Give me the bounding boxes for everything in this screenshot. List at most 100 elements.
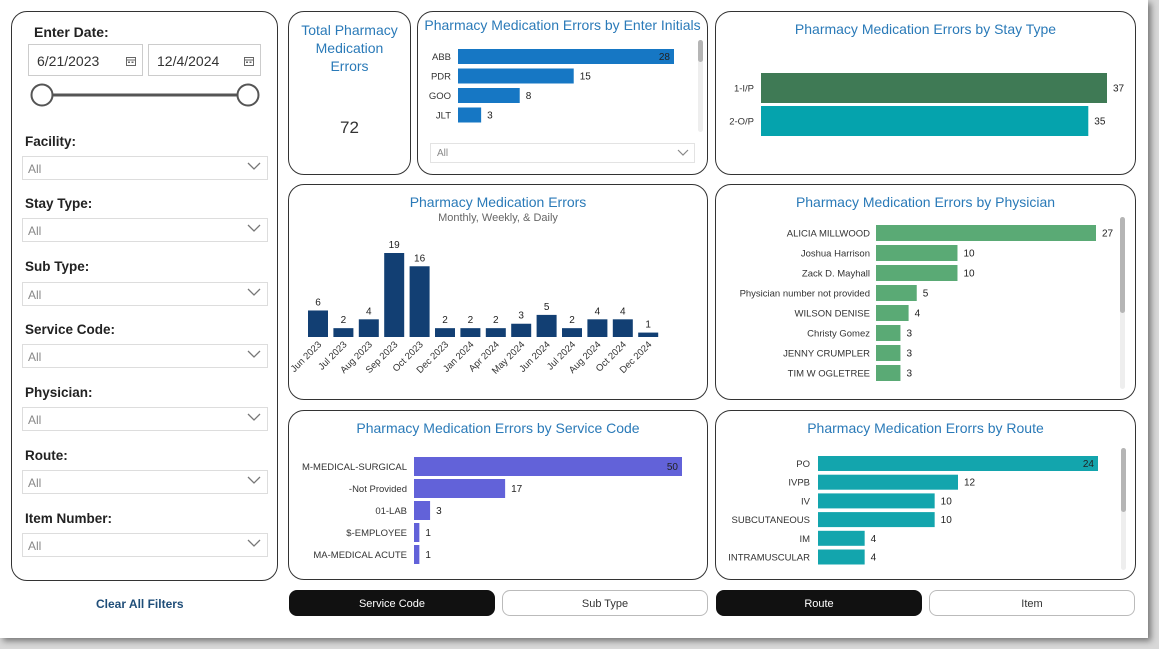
data-label: 4 <box>871 553 877 564</box>
bar[interactable] <box>485 328 506 337</box>
date-range-slider[interactable] <box>28 82 264 110</box>
physician-scroll-thumb[interactable] <box>1120 217 1125 313</box>
route-button[interactable]: Route <box>716 590 922 616</box>
physician-scrollbar[interactable] <box>1120 217 1125 389</box>
bar[interactable] <box>876 325 901 341</box>
chevron-down-icon <box>247 539 261 547</box>
filter-label-physician: Physician: <box>25 385 93 400</box>
start-date-input[interactable]: 6/21/2023 <box>28 44 143 76</box>
calendar-icon[interactable] <box>244 56 254 66</box>
monthly-chart-title: Pharmacy Medication Errors <box>409 194 587 210</box>
filter-dropdown-sub-type[interactable]: All <box>22 282 268 306</box>
initials-scroll-thumb[interactable] <box>698 40 703 62</box>
bar[interactable] <box>562 328 582 337</box>
bar[interactable] <box>876 345 901 361</box>
physician-bar-chart: ALICIA MILLWOOD 27 Joshua Harrison 10 Zack D… <box>740 225 1114 381</box>
bar[interactable] <box>333 328 354 337</box>
item-button[interactable]: Item <box>929 590 1135 616</box>
initials-chart-title: Pharmacy Medication Errors by Enter Init… <box>424 17 701 33</box>
bar-label: PDR <box>431 72 451 83</box>
bar[interactable] <box>876 265 958 281</box>
sub-type-button[interactable]: Sub Type <box>502 590 708 616</box>
bar[interactable] <box>818 512 935 528</box>
monthly-chart-card: Pharmacy Medication Errors Monthly, Week… <box>288 184 708 400</box>
clear-filters-link[interactable]: Clear All Filters <box>96 597 184 611</box>
filter-dropdown-value: All <box>28 224 42 238</box>
data-label: 3 <box>487 111 493 122</box>
service-code-button[interactable]: Service Code <box>289 590 495 616</box>
bar[interactable] <box>818 474 958 490</box>
bar-label: PO <box>796 459 810 470</box>
end-date-input[interactable]: 12/4/2024 <box>148 44 261 76</box>
bar[interactable] <box>435 328 455 337</box>
data-label: 24 <box>1083 459 1095 470</box>
bar[interactable] <box>612 319 633 337</box>
start-date-value: 6/21/2023 <box>37 53 100 69</box>
bar-label: IV <box>801 496 811 507</box>
filter-label-item-number: Item Number: <box>25 511 113 526</box>
data-label: 2 <box>569 315 575 326</box>
bar[interactable] <box>818 530 865 546</box>
bar[interactable] <box>458 107 482 123</box>
route-chart-card: Pharmacy Medication Erorrs by Route PO 24… <box>715 410 1136 580</box>
servicecode-chart-card: Pharmacy Medication Errors by Service Co… <box>288 410 708 580</box>
data-label: 4 <box>620 306 626 317</box>
filter-dropdown-facility[interactable]: All <box>22 156 268 180</box>
bar[interactable] <box>761 106 1089 136</box>
filter-dropdown-stay-type[interactable]: All <box>22 218 268 242</box>
slider-end-handle[interactable] <box>236 83 260 107</box>
bar[interactable] <box>587 319 608 337</box>
bar[interactable] <box>818 549 865 565</box>
bar[interactable] <box>414 479 506 498</box>
route-chart-title: Pharmacy Medication Erorrs by Route <box>807 420 1044 436</box>
route-scroll-thumb[interactable] <box>1121 448 1126 512</box>
bar[interactable] <box>414 457 682 476</box>
data-label: 10 <box>963 269 975 280</box>
bar[interactable] <box>384 253 405 337</box>
data-label: 1 <box>425 550 431 561</box>
bar[interactable] <box>511 323 532 337</box>
bar[interactable] <box>414 501 431 520</box>
bar-label: 1-I/P <box>734 84 754 95</box>
bar[interactable] <box>409 266 430 337</box>
bar[interactable] <box>638 332 659 337</box>
chevron-down-icon <box>247 162 261 170</box>
bar[interactable] <box>358 319 379 337</box>
bar[interactable] <box>761 73 1107 103</box>
bar[interactable] <box>876 365 901 381</box>
bar[interactable] <box>458 49 674 64</box>
bar-label: Zack D. Mayhall <box>802 269 870 280</box>
bar[interactable] <box>876 225 1096 241</box>
data-label: 10 <box>941 496 953 507</box>
filter-dropdown-physician[interactable]: All <box>22 407 268 431</box>
bar[interactable] <box>458 88 520 103</box>
initials-dropdown[interactable]: All <box>430 143 695 163</box>
bar[interactable] <box>876 305 909 321</box>
calendar-icon[interactable] <box>126 56 136 66</box>
servicecode-chart-title: Pharmacy Medication Errors by Service Co… <box>356 420 640 436</box>
bar-label: Physician number not provided <box>740 289 870 300</box>
bar[interactable] <box>414 523 420 542</box>
bar-label: 2-O/P <box>729 117 754 128</box>
route-bar-chart: PO 24 IVPB 12 IV 10 SUBCUTANEOUS 10 IM 4 INTRAMUSC… <box>728 456 1098 565</box>
bar[interactable] <box>308 310 328 337</box>
slider-start-handle[interactable] <box>30 83 54 107</box>
initials-scrollbar[interactable] <box>698 40 703 132</box>
bar[interactable] <box>536 314 557 337</box>
data-label: 35 <box>1094 117 1106 128</box>
bar[interactable] <box>818 493 935 509</box>
data-label: 4 <box>915 309 921 320</box>
bar[interactable] <box>818 456 1098 471</box>
filter-dropdown-item-number[interactable]: All <box>22 533 268 557</box>
total-errors-card: Total Pharmacy Medication Errors 72 <box>288 11 411 175</box>
bar[interactable] <box>876 245 958 261</box>
bar[interactable] <box>458 68 574 84</box>
filter-dropdown-service-code[interactable]: All <box>22 344 268 368</box>
filter-dropdown-route[interactable]: All <box>22 470 268 494</box>
bar[interactable] <box>460 328 481 337</box>
bar[interactable] <box>414 545 420 564</box>
bar[interactable] <box>876 285 917 301</box>
route-scrollbar[interactable] <box>1121 448 1126 570</box>
data-label: 8 <box>526 91 532 102</box>
data-label: 2 <box>468 315 474 326</box>
